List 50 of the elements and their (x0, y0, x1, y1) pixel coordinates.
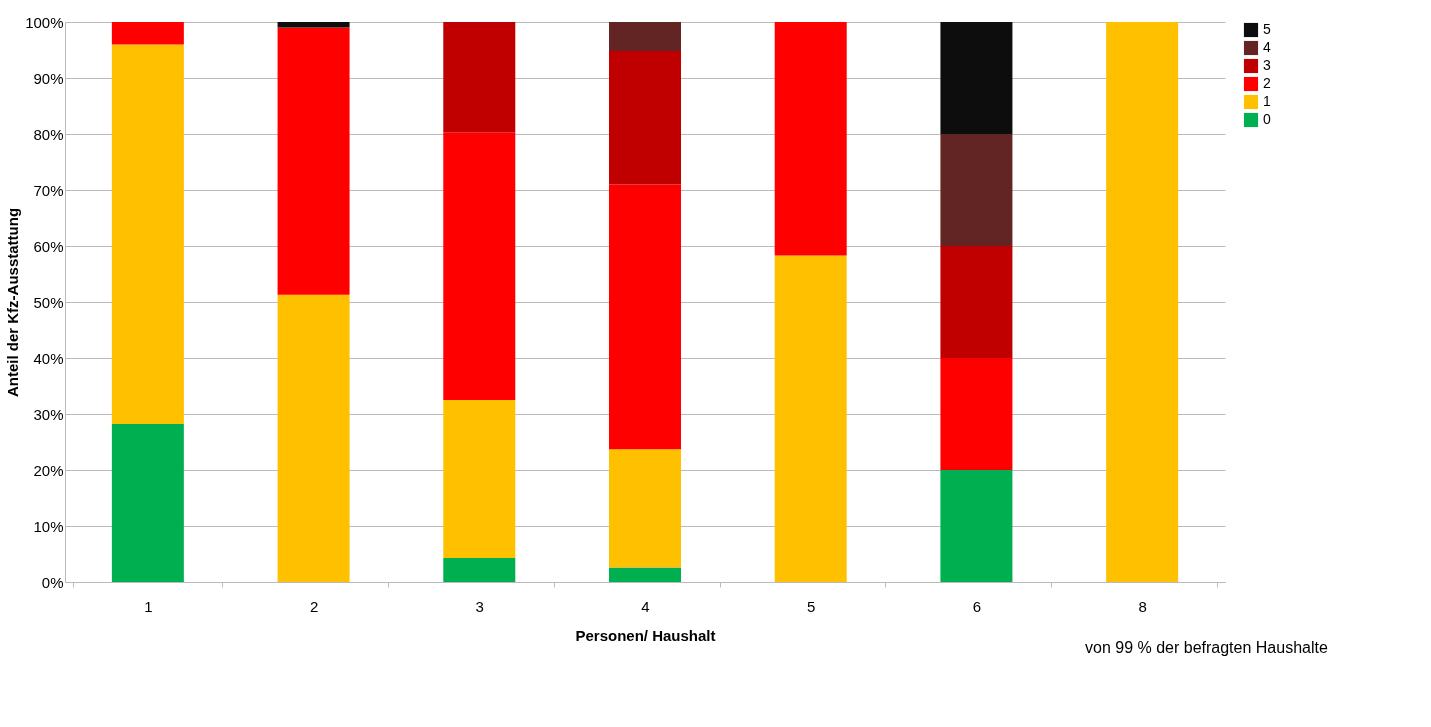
legend-label: 1 (1263, 93, 1271, 109)
x-tick-label: 6 (972, 597, 982, 615)
bar (609, 184, 681, 450)
legend-label: 2 (1263, 75, 1271, 91)
bar (111, 424, 184, 582)
bar (443, 557, 516, 582)
x-tick-label: 5 (807, 597, 816, 615)
bar (774, 22, 847, 256)
bar (277, 294, 350, 582)
y-tick-label: 60% (33, 237, 64, 255)
bar (443, 132, 516, 400)
y-tick-label: 40% (33, 349, 64, 367)
bar (940, 246, 1013, 358)
x-tick-label: 8 (1138, 597, 1147, 615)
bar (940, 134, 1013, 246)
legend-label: 3 (1263, 57, 1271, 73)
bar (609, 51, 681, 185)
y-tick-label: 0% (41, 573, 64, 591)
bar (277, 22, 350, 28)
y-tick-label: 100% (25, 13, 64, 31)
bar (940, 358, 1013, 470)
y-tick-label: 10% (33, 517, 64, 535)
y-tick-label: 20% (33, 461, 64, 479)
y-axis-title: Anteil der Kfz-Ausstattung (4, 207, 22, 398)
bar (111, 22, 184, 45)
y-tick-label: 80% (33, 125, 64, 143)
legend-label: 4 (1263, 39, 1271, 55)
bar (443, 22, 516, 133)
x-axis-title: Personen/ Haushalt (575, 626, 716, 644)
y-tick-label: 30% (33, 405, 64, 423)
bar (940, 22, 1013, 134)
x-tick-label: 4 (641, 597, 650, 615)
y-tick-label: 90% (33, 69, 64, 87)
x-tick-label: 2 (309, 597, 319, 615)
legend-label: 5 (1263, 21, 1271, 37)
bar (277, 27, 350, 295)
x-tick-label: 3 (475, 597, 484, 615)
legend-label: 0 (1263, 111, 1271, 127)
text: von 99 % der befragten Haushalte (1085, 639, 1328, 656)
bar (774, 255, 847, 582)
bar (609, 22, 681, 52)
bar (1106, 22, 1179, 582)
bar (111, 44, 184, 425)
bar (609, 449, 681, 568)
y-tick-label: 50% (33, 293, 64, 311)
y-tick-label: 70% (33, 181, 64, 199)
x-tick-label: 1 (144, 597, 153, 615)
bar (940, 470, 1013, 582)
bar (609, 567, 681, 582)
bar (443, 400, 516, 558)
